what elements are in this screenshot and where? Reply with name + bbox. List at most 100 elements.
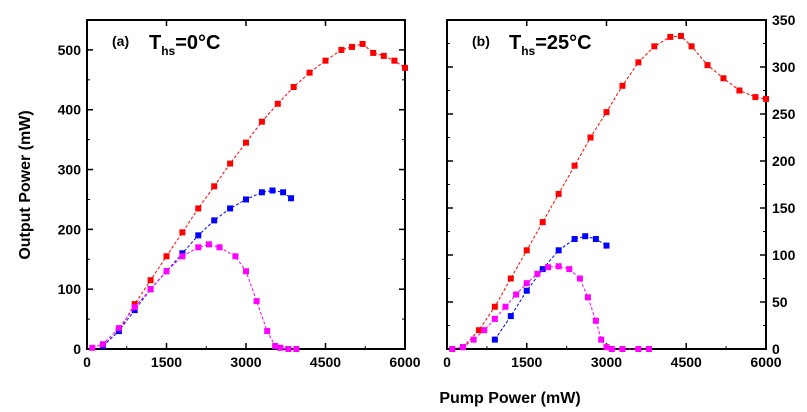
data-point [264, 328, 271, 335]
x-axis-title: Pump Power (mW) [439, 390, 580, 407]
temperature-subscript: hs [161, 44, 175, 58]
data-point [99, 341, 106, 348]
data-point [571, 236, 578, 243]
data-point [603, 109, 610, 116]
y-tick-label: 50 [772, 294, 788, 310]
data-point [89, 344, 96, 351]
data-point [322, 57, 329, 64]
data-point [293, 346, 300, 352]
x-tick-label: 1500 [511, 354, 542, 370]
series-line [102, 43, 406, 347]
data-point [763, 95, 769, 102]
data-point [619, 82, 626, 89]
y-tick-label: 300 [58, 162, 82, 178]
data-point [592, 236, 599, 243]
data-point [338, 46, 345, 53]
series-line [92, 243, 297, 350]
data-point [576, 275, 583, 282]
panel-a: 0 1500 3000 4500 6000 0 100 200 300 400 500 (a) Ths=… [58, 19, 421, 370]
y-tick-label: 350 [772, 12, 796, 28]
x-tick-label: 6000 [389, 354, 420, 370]
data-point [608, 346, 615, 352]
temperature-label: Ths=25°C [509, 32, 592, 58]
data-point [736, 87, 743, 94]
data-point [539, 219, 546, 226]
data-point [227, 160, 234, 167]
data-point [539, 266, 546, 273]
data-point [211, 217, 218, 224]
data-point [545, 264, 552, 271]
data-point [513, 291, 520, 298]
data-point [677, 32, 684, 39]
data-point [277, 344, 284, 351]
x-tick-label: 4500 [671, 354, 702, 370]
y-tick-label: 150 [772, 200, 796, 216]
temperature-symbol: T [149, 32, 161, 54]
data-point [752, 94, 759, 101]
y-tick-label: 200 [772, 153, 796, 169]
data-point [523, 287, 530, 294]
data-point [285, 346, 292, 352]
series-line [494, 235, 607, 340]
data-point [688, 43, 695, 50]
data-point [195, 232, 202, 239]
data-point [380, 52, 387, 59]
data-point [290, 83, 297, 90]
data-point [179, 253, 186, 260]
data-point [359, 40, 366, 47]
data-point [584, 294, 591, 301]
panel-label: (a) [112, 33, 129, 49]
y-axis-title: Output Power (mW) [17, 110, 34, 259]
y-tick-label: 250 [772, 106, 796, 122]
data-point [274, 100, 281, 107]
data-point [592, 317, 599, 324]
data-point [131, 304, 138, 311]
x-tick-label: 4500 [310, 354, 341, 370]
data-point [243, 139, 249, 146]
temperature-label: Ths=0°C [149, 32, 220, 58]
data-point [205, 241, 212, 248]
data-point [179, 229, 186, 236]
data-point [598, 336, 605, 343]
data-point [491, 336, 498, 343]
data-point [147, 277, 154, 284]
data-point [646, 346, 653, 352]
data-point [459, 344, 466, 351]
data-point [555, 263, 562, 270]
data-point [243, 268, 249, 275]
temperature-subscript: hs [521, 44, 535, 58]
panel-label: (b) [472, 33, 490, 49]
data-point [651, 43, 658, 50]
data-point [195, 244, 202, 251]
y-tick-label: 100 [772, 247, 796, 263]
data-point [216, 244, 223, 251]
data-point [211, 183, 218, 190]
series-line [102, 189, 292, 347]
data-point [253, 298, 260, 305]
series-line [452, 265, 649, 350]
data-point [555, 247, 562, 254]
data-point [507, 275, 514, 282]
data-point [720, 75, 727, 82]
y-tick-label: 100 [58, 281, 82, 297]
data-point [502, 303, 509, 310]
data-point [163, 253, 170, 260]
data-point [635, 59, 642, 66]
data-point [288, 195, 295, 202]
data-point [555, 190, 562, 197]
data-point [475, 327, 482, 334]
data-point [704, 62, 711, 69]
data-point [571, 162, 578, 169]
temperature-symbol: T [509, 32, 521, 54]
data-point [523, 280, 530, 287]
plot-frame [86, 19, 406, 350]
y-tick-label: 500 [58, 42, 82, 58]
panel-b: 0 1500 3000 4500 6000050100150200250300350(b… [443, 12, 795, 370]
data-point [258, 118, 265, 125]
y-tick-label: 0 [73, 341, 81, 357]
data-point [603, 242, 610, 249]
x-tick-label: 0 [83, 354, 91, 370]
y-tick-label: 300 [772, 59, 796, 75]
y-tick-label: 400 [58, 102, 82, 118]
